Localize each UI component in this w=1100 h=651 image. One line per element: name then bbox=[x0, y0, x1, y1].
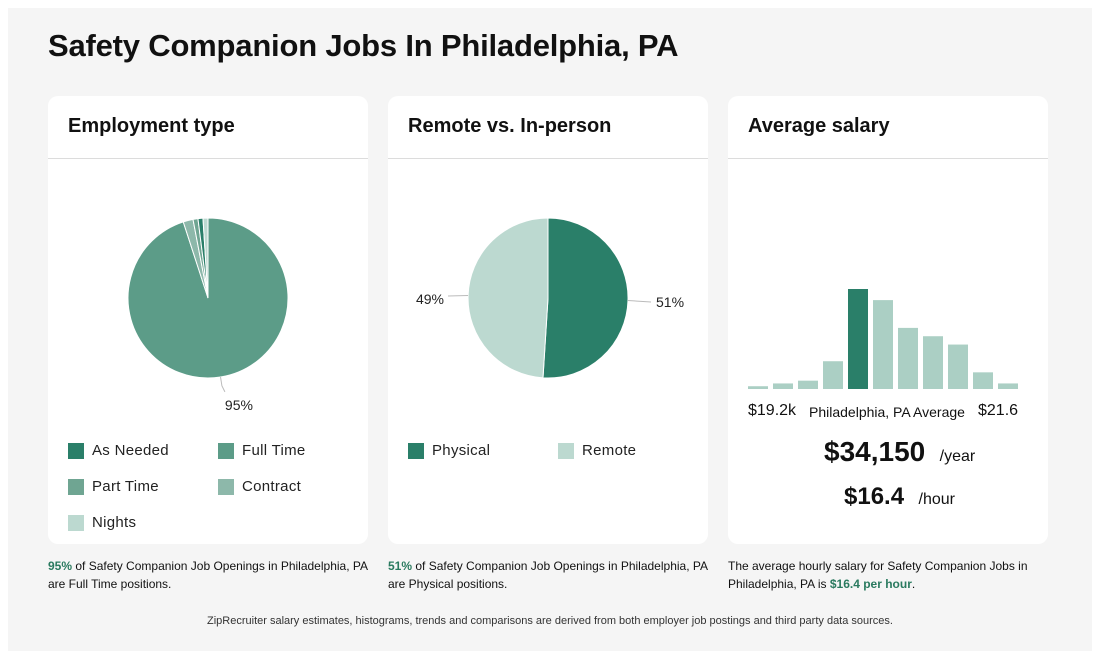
employment-pie-chart: 95% bbox=[127, 217, 289, 413]
legend-label: Full Time bbox=[242, 442, 306, 459]
histogram-min-label: $19.2k bbox=[748, 402, 797, 419]
caption-highlight: 51% bbox=[388, 559, 413, 573]
legend-label: Part Time bbox=[92, 478, 159, 495]
hourly-salary-value: $16.4 bbox=[844, 483, 905, 510]
pie-slice-physical bbox=[542, 217, 629, 379]
pie-percent-label: 95% bbox=[225, 397, 253, 413]
histogram-bar bbox=[998, 383, 1018, 389]
divider bbox=[48, 158, 368, 159]
salary-histogram bbox=[748, 289, 1018, 389]
histogram-center-label: Philadelphia, PA Average bbox=[809, 404, 965, 420]
caption-text: of Safety Companion Job Openings in Phil… bbox=[48, 559, 368, 591]
legend-label: Nights bbox=[92, 514, 137, 531]
yearly-salary-unit: /year bbox=[939, 448, 976, 465]
caption-highlight: 95% bbox=[48, 559, 73, 573]
histogram-bar bbox=[948, 344, 968, 389]
histogram-bar bbox=[898, 327, 918, 389]
employment-caption: 95% of Safety Companion Job Openings in … bbox=[48, 557, 368, 593]
histogram-bar bbox=[823, 361, 843, 389]
legend-swatch bbox=[68, 479, 84, 495]
histogram-max-label: $21.6 bbox=[978, 402, 1019, 419]
salary-caption: The average hourly salary for Safety Com… bbox=[728, 557, 1048, 593]
histogram-bar bbox=[848, 289, 868, 389]
legend-label: Remote bbox=[582, 442, 637, 459]
histogram-bar bbox=[923, 336, 943, 389]
legend-swatch bbox=[408, 443, 424, 459]
pie-percent-label-remote: 49% bbox=[416, 291, 444, 307]
histogram-bar bbox=[873, 300, 893, 389]
pie-label-leader-physical bbox=[627, 300, 652, 303]
remote-pie-chart: 51% 49% bbox=[416, 217, 684, 379]
yearly-salary-row: $34,150 /year bbox=[824, 436, 975, 468]
legend-label: Contract bbox=[242, 478, 302, 495]
pie-slice-remote bbox=[467, 217, 549, 379]
divider bbox=[388, 158, 708, 159]
page-title: Safety Companion Jobs In Philadelphia, P… bbox=[48, 28, 679, 63]
legend-swatch bbox=[218, 443, 234, 459]
legend-label: As Needed bbox=[92, 442, 169, 459]
legend-swatch bbox=[68, 515, 84, 531]
hourly-salary-row: $16.4 /hour bbox=[844, 483, 955, 511]
remote-title: Remote vs. In-person bbox=[408, 115, 612, 137]
legend-swatch bbox=[68, 443, 84, 459]
histogram-bar bbox=[798, 380, 818, 389]
caption-highlight: $16.4 per hour bbox=[829, 577, 912, 591]
footer-note: ZipRecruiter salary estimates, histogram… bbox=[207, 615, 893, 627]
legend-swatch bbox=[558, 443, 574, 459]
pie-label-leader bbox=[220, 376, 226, 393]
legend-swatch bbox=[218, 479, 234, 495]
histogram-bar bbox=[973, 372, 993, 389]
histogram-bar bbox=[773, 383, 793, 389]
caption-text: of Safety Companion Job Openings in Phil… bbox=[388, 559, 708, 591]
remote-card: Remote vs. In-person 51% 49% Physical Rem… bbox=[388, 96, 708, 544]
hourly-salary-unit: /hour bbox=[918, 491, 955, 508]
caption-text: The average hourly salary for Safety Com… bbox=[728, 559, 1028, 591]
pie-slice-nights bbox=[202, 217, 209, 299]
caption-end: . bbox=[911, 577, 916, 591]
remote-caption: 51% of Safety Companion Job Openings in … bbox=[388, 557, 708, 593]
pie-label-leader-remote bbox=[447, 294, 469, 297]
employment-type-title: Employment type bbox=[68, 115, 235, 137]
divider bbox=[728, 158, 1048, 159]
salary-card: Average salary $19.2k Philadelphia, PA A… bbox=[728, 96, 1048, 544]
histogram-bar bbox=[748, 386, 768, 389]
legend-label: Physical bbox=[432, 442, 491, 459]
yearly-salary-value: $34,150 bbox=[824, 436, 926, 467]
salary-title: Average salary bbox=[748, 115, 890, 137]
pie-percent-label-physical: 51% bbox=[656, 294, 684, 310]
employment-type-card: Employment type 95% As Needed Full Time … bbox=[48, 96, 368, 544]
